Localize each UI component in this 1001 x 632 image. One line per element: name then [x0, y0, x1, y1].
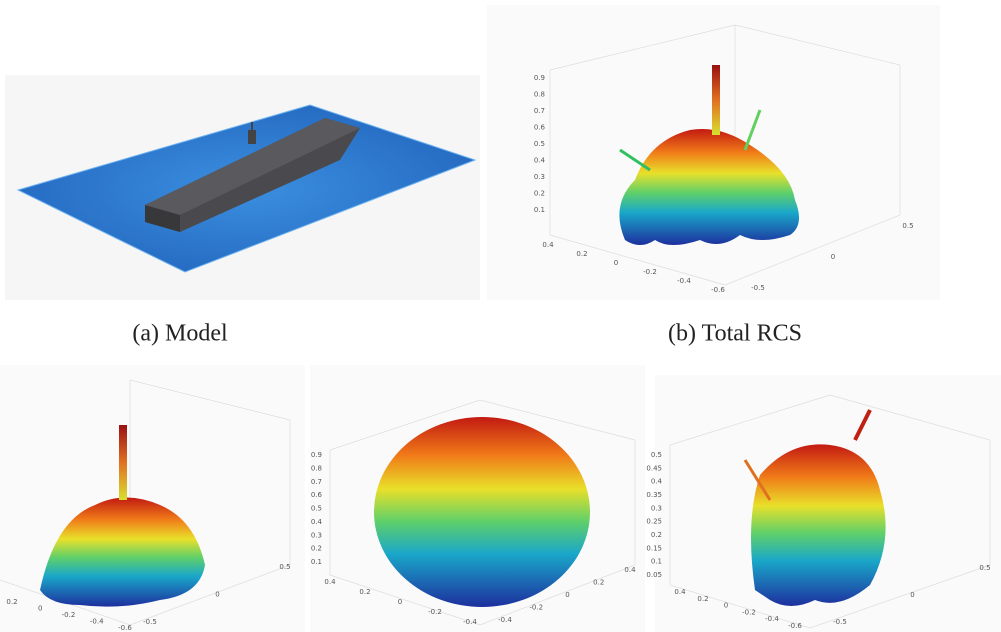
tick-label: 0.1 [311, 558, 322, 566]
tick-label: 0.6 [311, 491, 323, 499]
tick-label: 0.1 [534, 206, 545, 214]
tick-label: 0.25 [646, 518, 662, 526]
tick-label: -0.6 [711, 286, 725, 294]
tick-label: 0.1 [651, 558, 662, 566]
tick-label: 0.6 [534, 124, 546, 132]
tick-label: 0 [724, 602, 728, 610]
tick-label: -0.6 [118, 624, 132, 632]
tick-label: 0 [215, 591, 219, 599]
tick-label: 0.4 [542, 241, 554, 249]
tick-label: 0.5 [902, 222, 913, 230]
rcs-panel-e [655, 375, 1001, 632]
tick-label: 0.4 [324, 578, 336, 586]
tick-label: 0.8 [534, 91, 545, 99]
model-panel [5, 75, 480, 300]
tick-label: -0.2 [428, 608, 442, 616]
tick-label: -0.2 [62, 611, 76, 619]
tick-label: 0.5 [279, 563, 290, 571]
tick-label: 0.2 [651, 531, 662, 539]
tick-label: 0 [831, 253, 835, 261]
page: (a) Model (b) Total RCS 0.9 0.8 0.7 0.6 0.5 0… [0, 0, 1001, 632]
tick-label: 0.3 [651, 504, 662, 512]
tick-label: 0.3 [311, 531, 322, 539]
tick-label: 0.7 [311, 478, 322, 486]
tick-label: -0.5 [143, 618, 157, 626]
tick-label: 0.9 [311, 451, 322, 459]
tick-label: 0 [398, 598, 402, 606]
tick-label: -0.4 [677, 277, 691, 285]
tick-label: -0.6 [788, 622, 802, 630]
tick-label: 0 [614, 259, 618, 267]
tick-label: -0.2 [742, 608, 756, 616]
tick-label: 0.4 [651, 478, 663, 486]
tick-label: 0 [38, 605, 42, 613]
tick-label: 0.2 [534, 190, 545, 198]
tick-label: -0.5 [751, 284, 765, 292]
tick-label: 0.5 [311, 505, 322, 513]
rcs-panel-c [0, 365, 305, 632]
tick-label: 0.45 [646, 464, 662, 472]
tick-label: 0.5 [651, 451, 662, 459]
caption: (a) Model [132, 321, 228, 347]
figure: (a) Model (b) Total RCS 0.9 0.8 0.7 0.6 0.5 0… [0, 0, 1001, 632]
tick-label: 0.35 [646, 491, 662, 499]
tick-label: 0.4 [624, 566, 636, 574]
tick-label: 0.2 [6, 598, 17, 606]
tick-label: 0.2 [697, 595, 708, 603]
tick-label: 0.3 [534, 173, 545, 181]
total-rcs-panel [487, 5, 940, 300]
tick-label: 0 [910, 591, 914, 599]
tick-label: 0.4 [311, 518, 323, 526]
tick-label: 0 [565, 591, 569, 599]
tick-label: -0.2 [529, 604, 543, 612]
tick-label: 0.8 [311, 464, 322, 472]
tick-label: 0.2 [576, 250, 587, 258]
tick-label: 0.5 [979, 564, 990, 572]
tick-label: 0.4 [674, 588, 686, 596]
tick-label: -0.4 [765, 615, 779, 623]
tick-label: 0.15 [646, 544, 662, 552]
tick-label: -0.4 [90, 618, 104, 626]
tick-label: 0.4 [534, 157, 546, 165]
tick-label: -0.5 [833, 618, 847, 626]
tick-label: 0.2 [593, 579, 604, 587]
tick-label: -0.4 [463, 618, 477, 626]
tick-label: 0.2 [359, 588, 370, 596]
tick-label: 0.05 [646, 571, 662, 579]
tick-label: 0.7 [534, 107, 545, 115]
tick-label: 0.2 [311, 545, 322, 553]
tick-label: 0.5 [534, 140, 545, 148]
tick-label: -0.4 [498, 616, 512, 624]
caption: (b) Total RCS [668, 321, 802, 347]
tick-label: -0.2 [643, 268, 657, 276]
tick-label: 0.9 [534, 74, 545, 82]
